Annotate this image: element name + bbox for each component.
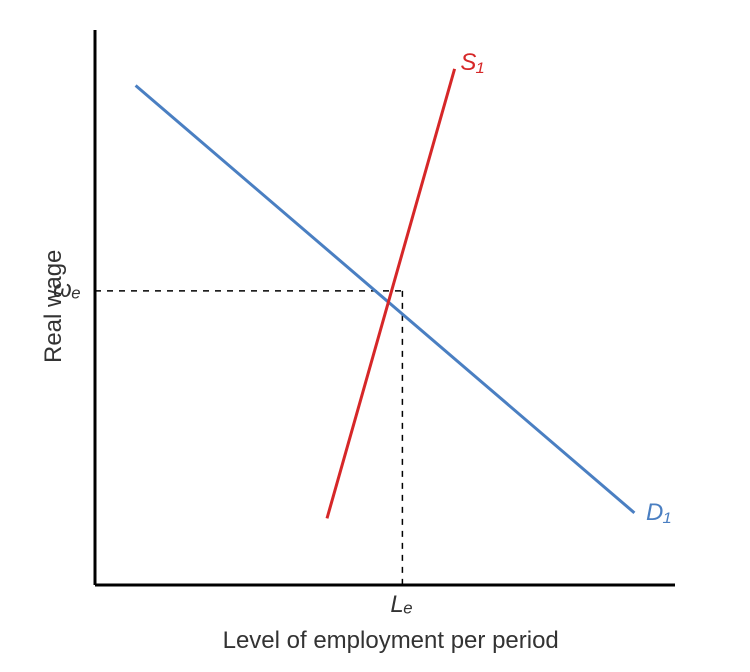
x-tick-equilibrium: Lₑ xyxy=(390,591,413,619)
x-axis-label: Level of employment per period xyxy=(223,627,559,655)
demand-line-label: D₁ xyxy=(646,499,671,527)
chart-canvas xyxy=(0,0,750,672)
supply-line-label: S₁ xyxy=(460,49,484,77)
y-tick-equilibrium: ωₑ xyxy=(53,276,81,304)
y-axis-label: Real wage xyxy=(40,250,68,363)
supply-demand-chart: Real wage Level of employment per period… xyxy=(0,0,750,672)
